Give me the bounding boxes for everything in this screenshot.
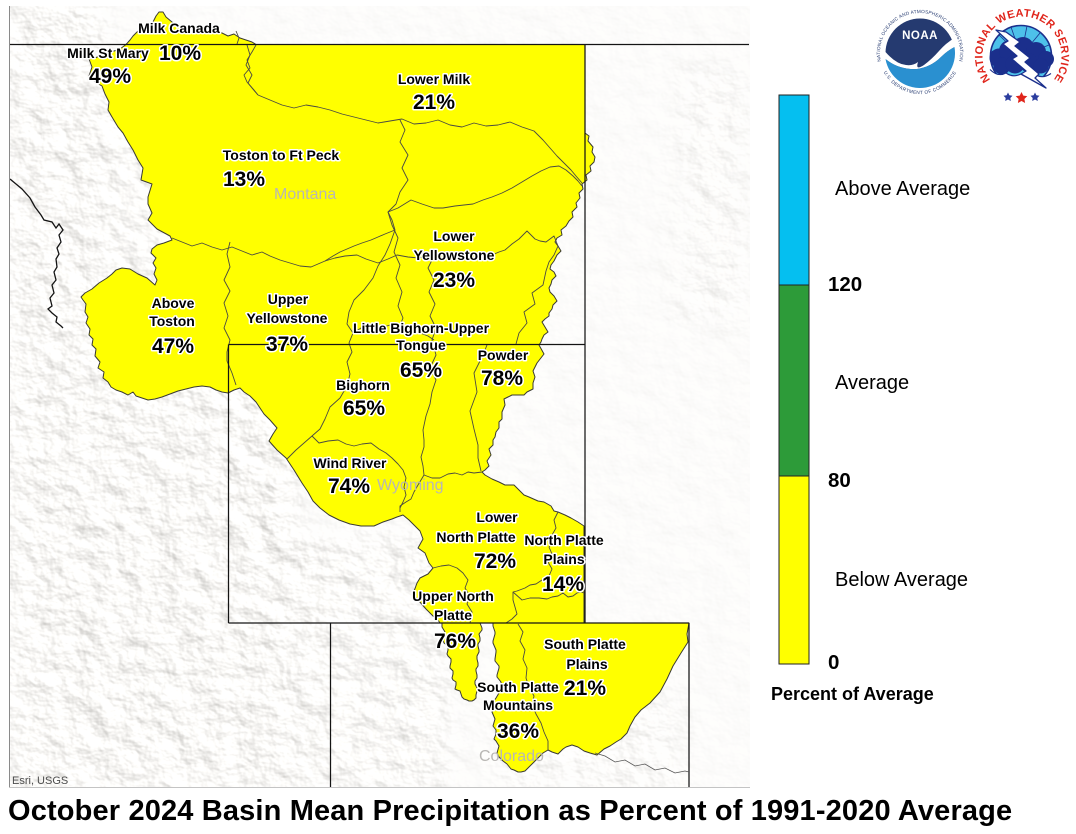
svg-text:80: 80 xyxy=(828,469,851,492)
svg-text:21%: 21% xyxy=(413,91,455,114)
svg-text:Yellowstone: Yellowstone xyxy=(247,310,328,326)
svg-text:13%: 13% xyxy=(223,168,265,191)
svg-text:Yellowstone: Yellowstone xyxy=(414,247,495,263)
svg-text:78%: 78% xyxy=(481,367,523,390)
svg-text:Wyoming: Wyoming xyxy=(377,477,444,494)
svg-text:74%: 74% xyxy=(328,475,370,498)
svg-text:Bighorn: Bighorn xyxy=(336,377,390,393)
svg-text:65%: 65% xyxy=(400,359,442,382)
svg-text:Below Average: Below Average xyxy=(835,569,968,591)
svg-text:South Platte: South Platte xyxy=(477,679,559,695)
svg-text:Average: Average xyxy=(835,372,909,394)
svg-text:21%: 21% xyxy=(564,677,606,700)
svg-text:South Platte: South Platte xyxy=(544,636,626,652)
svg-text:14%: 14% xyxy=(542,573,584,596)
svg-text:Esri, USGS: Esri, USGS xyxy=(12,775,68,787)
svg-text:Above Average: Above Average xyxy=(835,178,970,200)
svg-text:76%: 76% xyxy=(434,630,476,653)
svg-text:Upper: Upper xyxy=(268,291,309,307)
svg-text:36%: 36% xyxy=(497,720,539,743)
svg-text:Lower Milk: Lower Milk xyxy=(398,71,471,87)
svg-text:Plains: Plains xyxy=(543,551,584,567)
svg-text:Little Bighorn-Upper: Little Bighorn-Upper xyxy=(353,320,490,336)
svg-text:Tongue: Tongue xyxy=(396,337,446,353)
svg-text:37%: 37% xyxy=(266,333,308,356)
svg-text:Wind River: Wind River xyxy=(314,455,388,471)
svg-text:72%: 72% xyxy=(474,550,516,573)
svg-text:Upper North: Upper North xyxy=(412,588,494,604)
svg-text:North Platte: North Platte xyxy=(524,532,604,548)
svg-text:47%: 47% xyxy=(152,335,194,358)
svg-text:North Platte: North Platte xyxy=(436,529,516,545)
svg-text:Powder: Powder xyxy=(478,347,529,363)
svg-text:Toston to Ft Peck: Toston to Ft Peck xyxy=(223,147,340,163)
svg-text:Lower: Lower xyxy=(433,228,475,244)
svg-text:Milk Canada: Milk Canada xyxy=(138,20,220,36)
svg-text:October 2024 Basin Mean Precip: October 2024 Basin Mean Precipitation as… xyxy=(8,795,1012,827)
svg-text:Toston: Toston xyxy=(149,313,195,329)
svg-text:120: 120 xyxy=(828,273,862,296)
svg-text:NOAA: NOAA xyxy=(902,30,938,42)
svg-text:10%: 10% xyxy=(159,42,201,65)
svg-text:Mountains: Mountains xyxy=(483,697,553,713)
svg-text:23%: 23% xyxy=(433,269,475,292)
svg-text:65%: 65% xyxy=(343,397,385,420)
svg-text:Plains: Plains xyxy=(566,656,607,672)
svg-text:Colorado: Colorado xyxy=(479,748,544,765)
svg-text:Percent of Average: Percent of Average xyxy=(771,684,934,704)
svg-text:Platte: Platte xyxy=(434,607,472,623)
svg-text:49%: 49% xyxy=(89,65,131,88)
svg-text:Above: Above xyxy=(152,295,195,311)
svg-text:0: 0 xyxy=(828,651,839,674)
svg-text:Lower: Lower xyxy=(476,509,518,525)
svg-text:Milk St Mary: Milk St Mary xyxy=(67,45,149,61)
svg-text:Montana: Montana xyxy=(274,186,336,203)
